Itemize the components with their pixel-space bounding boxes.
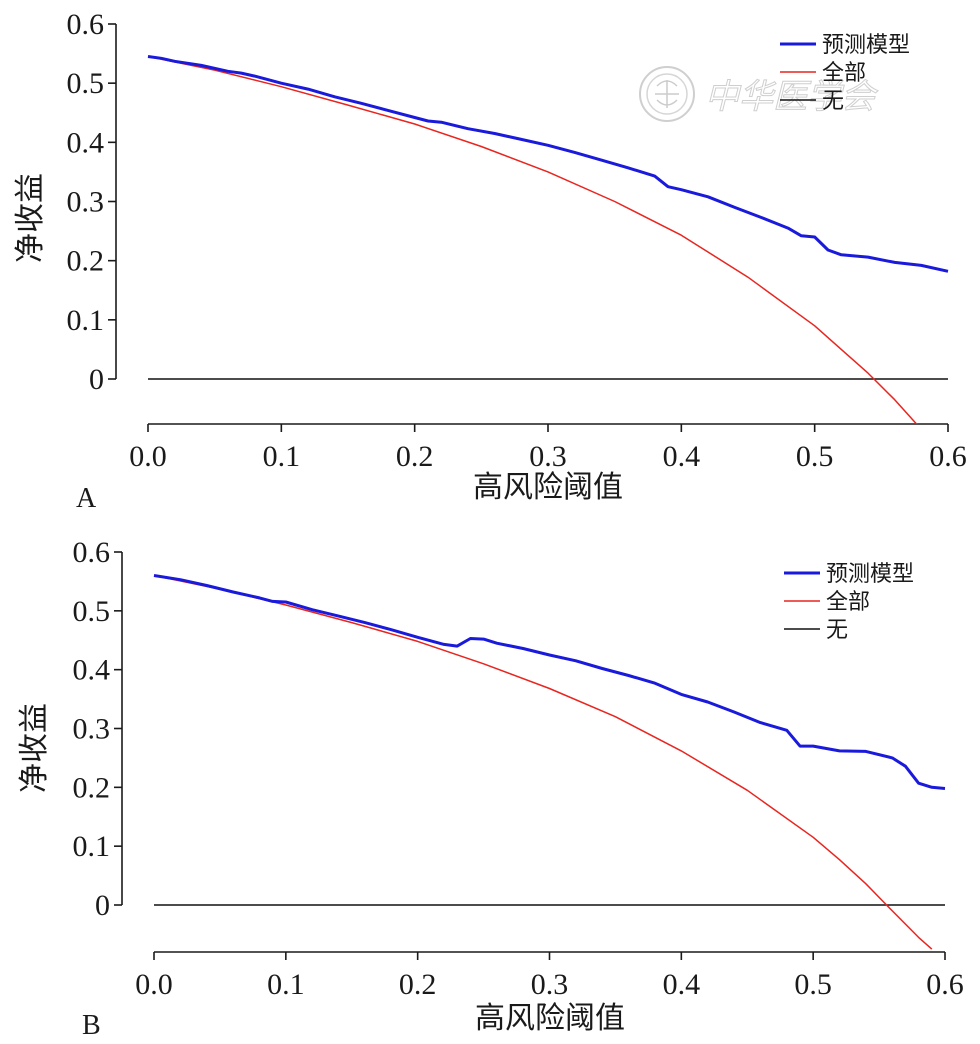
series-group-a: [147, 55, 949, 424]
series-line-model-b: [153, 574, 946, 790]
legend-label-all-b: 全部: [826, 590, 870, 615]
x-tick-label-a: 0.5: [796, 440, 834, 473]
y-tick-label-b: 0.1: [73, 830, 111, 863]
y-tick-label-b: 0: [95, 889, 110, 922]
x-tick-label-b: 0.0: [135, 968, 173, 1001]
y-tick-label-b: 0.6: [73, 536, 111, 569]
y-tick-label-a: 0.6: [67, 8, 105, 41]
x-tick-label-a: 0.4: [663, 440, 701, 473]
legend-label-all-a: 全部: [822, 61, 866, 86]
y-axis-title-a: 净收益: [13, 173, 48, 263]
y-tick-label-a: 0.3: [67, 186, 105, 219]
legend-label-model-b: 预测模型: [826, 562, 914, 587]
x-tick-label-a: 0.6: [929, 440, 967, 473]
x-axis-title-a: 高风险阈值: [473, 470, 623, 505]
x-axis-title-b: 高风险阈值: [475, 1001, 625, 1036]
y-tick-label-b: 0.5: [73, 595, 111, 628]
x-tick-label-b: 0.1: [267, 968, 305, 1001]
series-line-all-b: [153, 574, 933, 950]
plot-area-a: 0 0.1 0.2 0.3 0.4 0.5 0.6 0.0 0.1 0.2 0.3 0.4 0.5 0.6…: [67, 8, 967, 473]
x-tick-label-a: 0.0: [129, 440, 167, 473]
legend-label-none-a: 无: [822, 89, 844, 114]
x-tick-label-b: 0.4: [663, 968, 701, 1001]
chart-panel-b: 0 0.1 0.2 0.3 0.4 0.5 0.6 0.0 0.1 0.2 0.3 0.4 0.5 0.6…: [17, 536, 964, 1041]
y-tick-label-a: 0.4: [67, 126, 105, 159]
y-tick-label-b: 0.3: [73, 713, 111, 746]
x-tick-label-b: 0.3: [531, 968, 569, 1001]
panel-label-a: A: [76, 483, 97, 514]
society-seal-icon: [639, 66, 695, 122]
series-line-all-a: [147, 55, 918, 424]
x-tick-label-a: 0.3: [529, 440, 567, 473]
y-axis-title-b: 净收益: [17, 703, 52, 793]
x-tick-label-a: 0.2: [396, 440, 434, 473]
x-tick-label-b: 0.2: [399, 968, 437, 1001]
series-line-model-a: [147, 55, 949, 273]
x-tick-label-b: 0.6: [926, 968, 964, 1001]
y-tick-label-b: 0.2: [73, 771, 111, 804]
y-tick-label-a: 0: [89, 363, 104, 396]
series-group-b: [153, 574, 946, 950]
chart-panel-a: 0 0.1 0.2 0.3 0.4 0.5 0.6 0.0 0.1 0.2 0.3 0.4 0.5 0.6…: [13, 8, 967, 514]
x-tick-label-b: 0.5: [794, 968, 832, 1001]
y-tick-label-b: 0.4: [73, 654, 111, 687]
plot-area-b: 0 0.1 0.2 0.3 0.4 0.5 0.6 0.0 0.1 0.2 0.3 0.4 0.5 0.6…: [73, 536, 964, 1001]
watermark-text: 中华医学会: [705, 77, 879, 117]
y-tick-label-a: 0.1: [67, 304, 105, 337]
panel-label-b: B: [82, 1010, 101, 1041]
legend-label-model-a: 预测模型: [822, 33, 910, 58]
y-tick-label-a: 0.5: [67, 67, 105, 100]
legend-label-none-b: 无: [826, 618, 848, 643]
y-tick-label-a: 0.2: [67, 245, 105, 278]
x-tick-label-a: 0.1: [263, 440, 301, 473]
watermark: 中华医学会: [639, 66, 879, 122]
